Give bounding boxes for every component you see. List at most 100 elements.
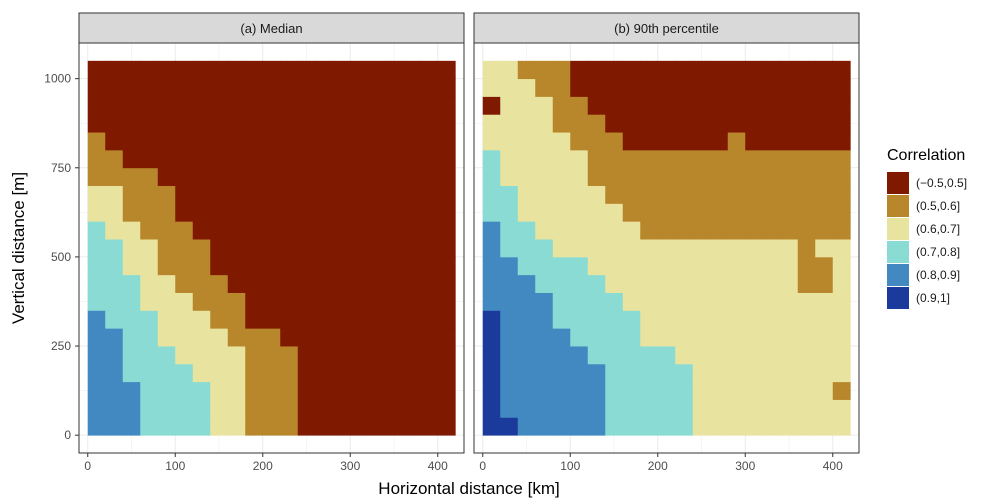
heatmap-cell xyxy=(140,203,159,222)
heatmap-cell xyxy=(727,149,746,169)
heatmap-cell xyxy=(402,203,421,222)
heatmap-cell xyxy=(332,114,351,133)
heatmap-cell xyxy=(797,96,816,115)
heatmap-cell xyxy=(175,221,194,240)
heatmap-cell xyxy=(570,239,589,258)
heatmap-cell xyxy=(297,274,316,293)
heatmap-cell xyxy=(385,399,404,418)
heatmap-cell xyxy=(517,310,536,329)
heatmap-cell xyxy=(710,60,729,80)
heatmap-cell xyxy=(675,310,694,329)
heatmap-cell xyxy=(745,381,764,400)
heatmap-cell xyxy=(500,274,519,293)
heatmap-cell xyxy=(640,167,659,187)
heatmap-cell xyxy=(482,132,501,151)
heatmap-cell xyxy=(570,328,589,347)
heatmap-cell xyxy=(482,149,501,169)
heatmap-cell xyxy=(675,185,694,204)
heatmap-cell xyxy=(140,399,159,418)
heatmap-cell xyxy=(122,399,141,418)
heatmap-cell xyxy=(105,381,124,400)
heatmap-cell xyxy=(437,328,456,347)
heatmap-cell xyxy=(815,185,834,204)
heatmap-cell xyxy=(745,114,764,133)
heatmap-cell xyxy=(157,78,176,97)
heatmap-cell xyxy=(315,274,334,293)
heatmap-cell xyxy=(437,363,456,383)
heatmap-cell xyxy=(640,203,659,222)
heatmap-cell xyxy=(367,203,386,222)
heatmap-cell xyxy=(437,96,456,115)
heatmap-cell xyxy=(437,221,456,240)
heatmap-cell xyxy=(535,310,554,329)
heatmap-cell xyxy=(797,381,816,400)
heatmap-cell xyxy=(710,96,729,115)
heatmap-cell xyxy=(315,292,334,311)
heatmap-cell xyxy=(535,203,554,222)
heatmap-cell xyxy=(780,292,799,311)
legend-title: Correlation xyxy=(887,147,965,164)
heatmap-cell xyxy=(262,328,281,347)
heatmap-cell xyxy=(280,185,299,204)
heatmap-cell xyxy=(175,346,194,365)
heatmap-cell xyxy=(420,363,439,383)
heatmap-cell xyxy=(605,292,624,311)
heatmap-cell xyxy=(727,185,746,204)
heatmap-cell xyxy=(175,292,194,311)
heatmap-cell xyxy=(175,149,194,169)
heatmap-cell xyxy=(640,132,659,151)
heatmap-cell xyxy=(192,256,211,276)
heatmap-cell xyxy=(727,256,746,276)
heatmap-cell xyxy=(367,328,386,347)
legend-label: (−0.5,0.5] xyxy=(916,176,967,190)
heatmap-cell xyxy=(535,417,554,436)
heatmap-cell xyxy=(727,399,746,418)
heatmap-cell xyxy=(500,310,519,329)
heatmap-cell xyxy=(587,363,606,383)
heatmap-cell xyxy=(402,221,421,240)
heatmap-cell xyxy=(192,381,211,400)
heatmap-cell xyxy=(587,221,606,240)
heatmap-cell xyxy=(517,292,536,311)
heatmap-cell xyxy=(105,310,124,329)
heatmap-cell xyxy=(192,274,211,293)
heatmap-cell xyxy=(437,114,456,133)
heatmap-cell xyxy=(245,256,264,276)
heatmap-cell xyxy=(675,78,694,97)
heatmap-cell xyxy=(332,132,351,151)
heatmap-cell xyxy=(227,78,246,97)
heatmap-cell xyxy=(402,346,421,365)
heatmap-cell xyxy=(745,239,764,258)
heatmap-cell xyxy=(385,114,404,133)
heatmap-cell xyxy=(210,60,229,80)
heatmap-cell xyxy=(552,399,571,418)
heatmap-cell xyxy=(832,346,851,365)
heatmap-cell xyxy=(157,381,176,400)
heatmap-cell xyxy=(140,60,159,80)
heatmap-cell xyxy=(332,96,351,115)
heatmap-cell xyxy=(762,221,781,240)
heatmap-cell xyxy=(122,256,141,276)
heatmap-cell xyxy=(350,274,369,293)
heatmap-cell xyxy=(262,203,281,222)
heatmap-cell xyxy=(332,78,351,97)
heatmap-cell xyxy=(745,328,764,347)
heatmap-cell xyxy=(87,328,106,347)
heatmap-cell xyxy=(727,203,746,222)
heatmap-cell xyxy=(350,256,369,276)
heatmap-cell xyxy=(552,274,571,293)
heatmap-cell xyxy=(87,399,106,418)
heatmap-cell xyxy=(587,185,606,204)
heatmap-cell xyxy=(402,381,421,400)
heatmap-cell xyxy=(640,417,659,436)
heatmap-cell xyxy=(640,221,659,240)
heatmap-cell xyxy=(552,60,571,80)
heatmap-cell xyxy=(780,381,799,400)
heatmap-cell xyxy=(500,78,519,97)
heatmap-cell xyxy=(657,203,676,222)
heatmap-cell xyxy=(727,328,746,347)
heatmap-cell xyxy=(535,399,554,418)
heatmap-cell xyxy=(280,310,299,329)
heatmap-cell xyxy=(157,363,176,383)
heatmap-cell xyxy=(402,417,421,436)
